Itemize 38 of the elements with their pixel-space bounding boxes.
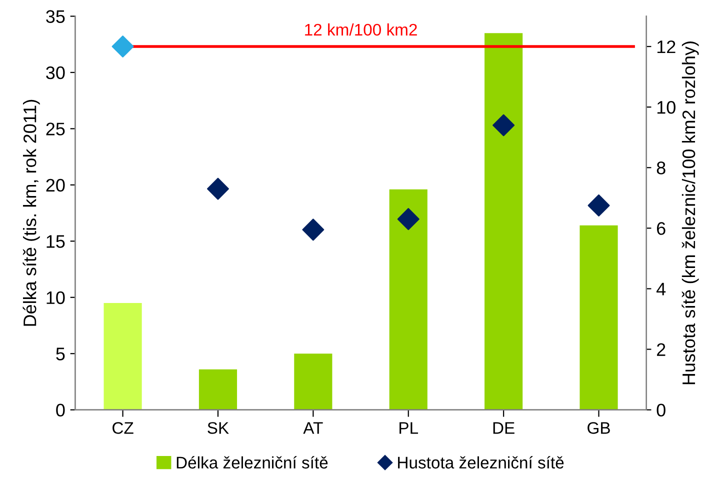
point bbox=[206, 178, 229, 200]
y2-tick-label: 6 bbox=[657, 222, 666, 235]
x-tick-label: CZ bbox=[112, 422, 134, 434]
y2-tick-label: 4 bbox=[656, 282, 666, 296]
y-tick-label: 15 bbox=[46, 235, 65, 248]
bar bbox=[484, 33, 523, 410]
x-tick-label: PL bbox=[400, 422, 418, 434]
point bbox=[588, 194, 610, 216]
y-tick-label: 0 bbox=[56, 404, 65, 417]
bar bbox=[580, 225, 618, 410]
y-axis-title: Délka sítě (tis. km, rok 2011) bbox=[22, 100, 40, 326]
y-tick-label: 5 bbox=[56, 348, 65, 360]
bar bbox=[389, 189, 428, 410]
bar bbox=[294, 354, 332, 410]
y-tick-label: 25 bbox=[46, 122, 65, 136]
ref-line-label: 12 km/100 km2 bbox=[305, 23, 417, 36]
y2-tick-label: 8 bbox=[656, 162, 666, 174]
y2-tick-label: 10 bbox=[657, 101, 676, 114]
bar bbox=[198, 369, 238, 410]
y-tick-label: 35 bbox=[46, 10, 65, 23]
legend-label: Délka železniční sítě bbox=[176, 456, 328, 469]
y2-tick-label: 0 bbox=[656, 404, 666, 417]
point bbox=[492, 114, 515, 136]
y-tick-label: 30 bbox=[46, 66, 65, 80]
point bbox=[112, 36, 134, 58]
legend-label: Hustota železniční sítě bbox=[398, 456, 564, 469]
y2-tick-label: 12 bbox=[657, 40, 676, 54]
y2-tick-label: 2 bbox=[656, 343, 666, 356]
bar bbox=[104, 303, 142, 410]
y-tick-label: 20 bbox=[46, 178, 65, 192]
point bbox=[302, 218, 324, 241]
x-tick-label: AT bbox=[303, 422, 323, 434]
point bbox=[397, 208, 420, 230]
x-tick-label: GB bbox=[588, 422, 610, 434]
x-tick-label: DE bbox=[493, 422, 514, 434]
y-tick-label: 10 bbox=[46, 291, 65, 304]
y2-axis-title: Hustota sítě (km železnic/100 km2 rozlohy) bbox=[682, 42, 699, 384]
x-tick-label: SK bbox=[208, 422, 229, 434]
